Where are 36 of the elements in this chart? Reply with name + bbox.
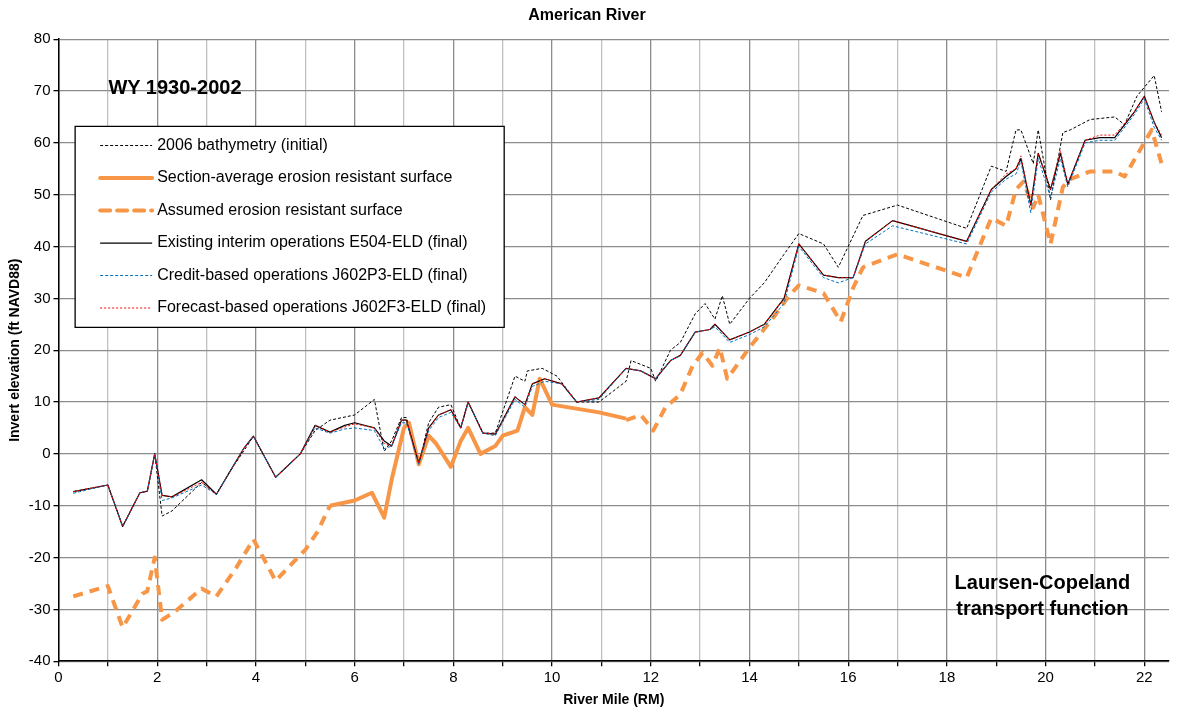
legend-label: Existing interim operations E504-ELD (final) bbox=[157, 233, 468, 251]
y-tick-label: -30 bbox=[28, 599, 51, 617]
legend-label: Section-average erosion resistant surface bbox=[157, 168, 453, 186]
x-tick-label: 18 bbox=[938, 668, 956, 686]
x-tick-label: 2 bbox=[153, 668, 162, 686]
chart-title: American River bbox=[528, 6, 646, 24]
y-tick-label: -40 bbox=[28, 651, 51, 669]
y-tick-label: 30 bbox=[33, 288, 51, 306]
y-tick-label: 70 bbox=[33, 81, 51, 99]
x-tick-label: 6 bbox=[350, 668, 359, 686]
legend-label: Assumed erosion resistant surface bbox=[157, 200, 403, 218]
y-tick-label: 20 bbox=[33, 340, 51, 358]
y-tick-label: 60 bbox=[33, 133, 51, 151]
legend-label: 2006 bathymetry (initial) bbox=[157, 135, 328, 153]
legend-label: Credit-based operations J602P3-ELD (final) bbox=[157, 265, 468, 283]
y-tick-label: -10 bbox=[28, 495, 51, 513]
y-tick-label: 80 bbox=[33, 29, 51, 47]
y-tick-label: 10 bbox=[33, 392, 51, 410]
x-tick-label: 0 bbox=[54, 668, 63, 686]
annotation: WY 1930-2002 bbox=[108, 76, 242, 99]
x-tick-label: 4 bbox=[251, 668, 261, 686]
x-tick-label: 14 bbox=[741, 668, 758, 686]
y-tick-label: 50 bbox=[33, 184, 51, 202]
y-tick-label: -20 bbox=[28, 547, 51, 565]
x-tick-label: 12 bbox=[642, 668, 660, 686]
x-axis-title: River Mile (RM) bbox=[563, 691, 665, 708]
y-axis-title: Invert elevation (ft NAVD88) bbox=[6, 258, 23, 442]
y-tick-label: 0 bbox=[42, 444, 51, 462]
x-tick-label: 10 bbox=[543, 668, 561, 686]
x-tick-label: 8 bbox=[449, 668, 458, 686]
x-tick-label: 16 bbox=[839, 668, 857, 686]
legend-label: Forecast-based operations J602F3-ELD (final) bbox=[157, 298, 487, 316]
x-tick-label: 22 bbox=[1135, 668, 1153, 686]
annotation: Laursen-Copeland transport function bbox=[954, 570, 1131, 619]
y-tick-label: 40 bbox=[33, 236, 51, 254]
x-tick-label: 20 bbox=[1037, 668, 1054, 686]
